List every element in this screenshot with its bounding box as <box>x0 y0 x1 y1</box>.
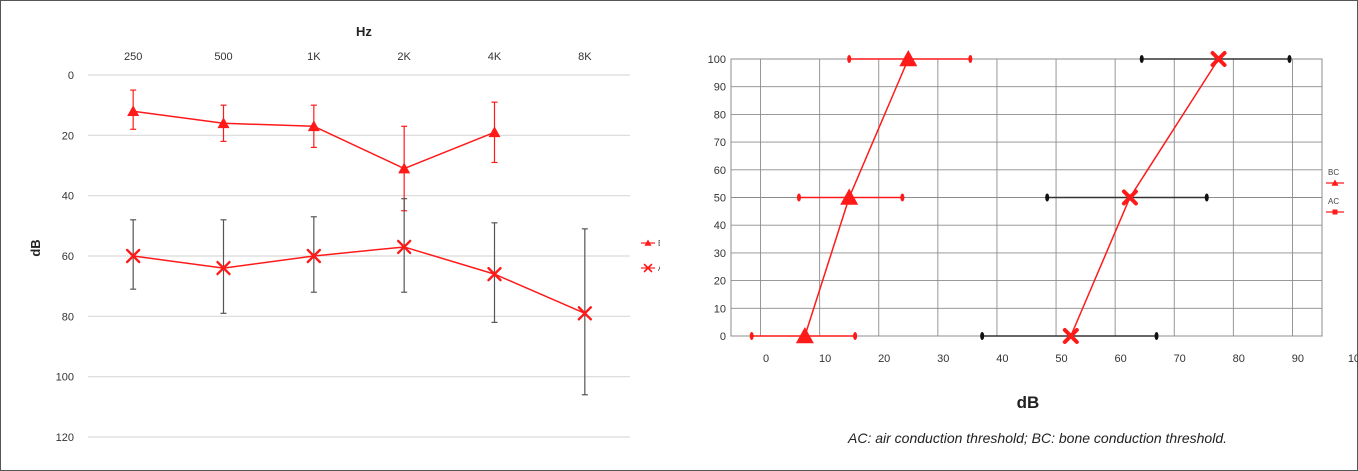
error-cap-low <box>749 332 754 340</box>
x-tick-label: 50 <box>1055 353 1067 365</box>
data-point-ac <box>577 306 593 321</box>
legend-marker-ac <box>643 263 653 273</box>
error-cap-low <box>1139 55 1144 63</box>
x-tick-label: 250 <box>124 51 142 63</box>
series-ac <box>125 198 593 396</box>
x-tick-label: 30 <box>937 353 949 365</box>
series-ac <box>980 51 1292 344</box>
data-point-ac-stroke-b <box>577 306 593 321</box>
x-axis-title: dB <box>1017 393 1040 412</box>
data-point-ac <box>1121 189 1138 206</box>
legend-marker-ac-stroke-b <box>643 263 653 273</box>
data-point-ac <box>1210 51 1227 67</box>
error-cap-low <box>980 332 985 340</box>
x-tick-label: 70 <box>1174 353 1186 365</box>
data-point-ac <box>306 248 322 264</box>
error-cap-low <box>1045 193 1050 202</box>
series-line <box>133 246 586 315</box>
legend-marker-bc <box>644 239 652 246</box>
data-point-bc <box>217 117 230 129</box>
x-tick-label: 80 <box>1233 353 1245 365</box>
x-tick-label: 90 <box>1292 353 1304 365</box>
data-point-ac <box>1062 328 1079 344</box>
error-cap-high <box>900 193 905 202</box>
y-tick-label: 40 <box>714 220 726 232</box>
figure-caption: AC: air conduction threshold; BC: bone c… <box>848 430 1228 446</box>
legend-marker-bc <box>1331 179 1339 186</box>
data-point-ac-stroke-b <box>487 266 502 282</box>
error-cap-low <box>847 55 852 63</box>
data-point-ac-stroke-b <box>1062 328 1079 344</box>
x-tick-label: 20 <box>878 353 890 365</box>
data-point-ac-stroke-b <box>396 239 412 255</box>
x-tick-label: 1K <box>307 51 321 63</box>
x-tick-label: 0 <box>763 353 769 365</box>
x-tick-label: 2K <box>397 51 411 63</box>
y-tick-label: 60 <box>714 165 726 177</box>
y-tick-label: 70 <box>714 137 726 149</box>
y-tick-label: 100 <box>708 54 726 66</box>
data-point-ac <box>396 239 412 255</box>
data-point-ac-stroke-b <box>306 248 322 264</box>
x-tick-label: 8K <box>578 51 592 63</box>
y-tick-label: 120 <box>56 432 74 444</box>
data-point-bc <box>899 50 918 67</box>
data-point-ac <box>125 248 141 264</box>
x-tick-label: 4K <box>488 51 502 63</box>
data-point-bc <box>840 188 859 205</box>
x-tick-label: 10 <box>819 353 831 365</box>
y-tick-label: 30 <box>714 248 726 260</box>
data-point-ac <box>216 260 231 276</box>
data-point-bc <box>488 126 501 138</box>
legend-marker-ac <box>1332 209 1338 215</box>
y-tick-label: 60 <box>62 251 74 263</box>
data-point-bc <box>127 105 140 116</box>
error-cap-high <box>1154 332 1159 340</box>
y-tick-label: 40 <box>62 191 74 203</box>
y-tick-label: 0 <box>720 331 726 343</box>
data-point-ac-stroke-b <box>1210 51 1227 67</box>
x-tick-label: 500 <box>214 51 232 63</box>
error-cap-high <box>968 55 973 63</box>
series-bc <box>749 50 973 344</box>
legend-label: AC <box>1328 197 1339 206</box>
error-cap-high <box>1287 55 1292 63</box>
chart-hz-db: 0 20 40 60 80 100 120 250 500 1K 2K 4K 8K Hz dB BC AC <box>28 24 660 444</box>
y-tick-label: 0 <box>68 70 74 82</box>
x-axis-title: Hz <box>356 24 372 39</box>
error-cap-low <box>796 193 801 202</box>
y-tick-label: 100 <box>56 372 74 384</box>
data-point-bc <box>398 162 411 174</box>
y-tick-label: 90 <box>714 82 726 94</box>
y-tick-label: 20 <box>714 276 726 288</box>
y-tick-label: 80 <box>714 109 726 121</box>
legend-label: AC <box>658 264 660 273</box>
x-tick-label: 100 <box>1348 353 1358 365</box>
y-tick-label: 80 <box>62 311 74 323</box>
y-tick-label: 10 <box>714 303 726 315</box>
data-point-bc <box>795 327 814 344</box>
data-point-ac-stroke-b <box>216 260 231 276</box>
error-cap-high <box>1204 193 1209 202</box>
data-point-ac-stroke-b <box>125 248 141 264</box>
data-point-ac-stroke-b <box>1121 189 1138 206</box>
data-point-ac <box>487 266 502 282</box>
series-bc <box>127 89 501 212</box>
legend-label: BC <box>658 239 660 248</box>
error-cap-high <box>853 332 858 340</box>
y-tick-label: 50 <box>714 193 726 205</box>
x-tick-label: 60 <box>1114 353 1126 365</box>
x-tick-label: 40 <box>996 353 1008 365</box>
legend-label: BC <box>1328 168 1339 177</box>
y-tick-label: 20 <box>62 130 74 142</box>
y-axis-title: dB <box>28 239 43 256</box>
data-point-bc <box>307 120 320 132</box>
